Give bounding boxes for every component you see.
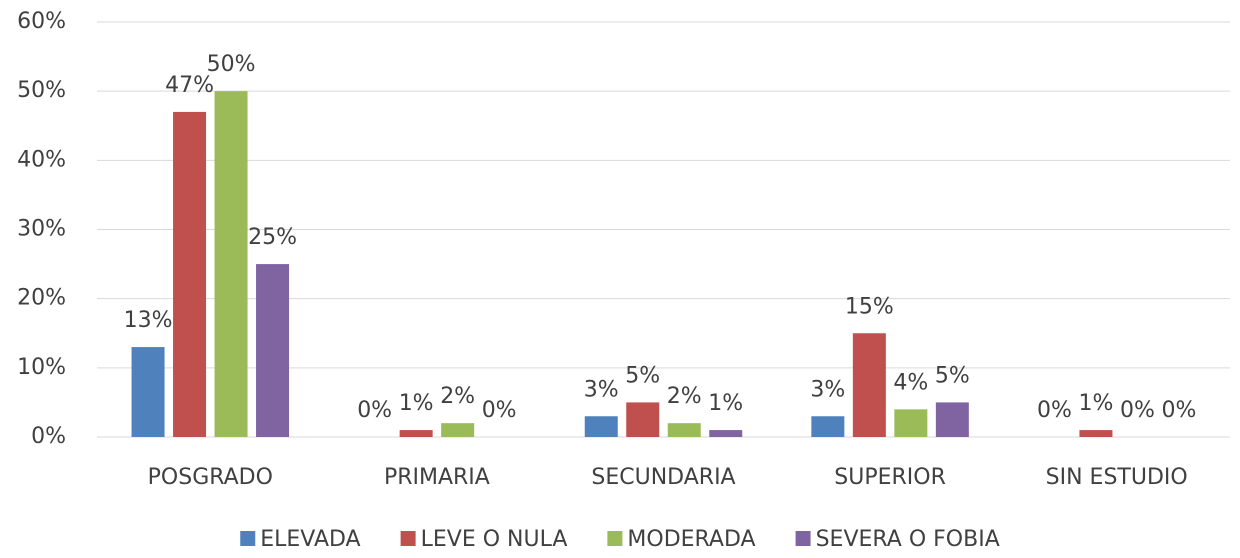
y-tick-label: 60% [17, 9, 66, 34]
bar [667, 423, 701, 437]
legend-label: ELEVADA [260, 527, 360, 552]
x-tick-label: SECUNDARIA [591, 465, 735, 490]
data-label: 47% [165, 73, 214, 98]
data-label: 1% [399, 391, 434, 416]
bar [1079, 430, 1113, 437]
data-label: 15% [845, 294, 894, 319]
x-tick-label: POSGRADO [148, 465, 273, 490]
y-tick-label: 50% [17, 78, 66, 103]
data-label: 0% [1037, 398, 1072, 423]
data-label: 25% [248, 225, 297, 250]
bar [256, 264, 290, 437]
bar [214, 91, 248, 438]
legend-swatch [795, 531, 811, 546]
y-tick-label: 40% [17, 147, 66, 172]
bar [173, 111, 207, 438]
bar [584, 416, 618, 437]
data-label: 0% [1120, 398, 1155, 423]
bar [399, 430, 433, 437]
data-label: 3% [584, 377, 619, 402]
legend-swatch [240, 531, 256, 546]
data-label: 4% [893, 370, 928, 395]
data-label: 2% [440, 384, 475, 409]
legend-swatch [400, 531, 416, 546]
bar [852, 333, 886, 437]
bar [441, 423, 475, 437]
legend-swatch [607, 531, 623, 546]
y-tick-label: 10% [17, 355, 66, 380]
data-label: 1% [708, 391, 743, 416]
y-tick-label: 20% [17, 286, 66, 311]
bar [709, 430, 743, 437]
data-label: 0% [1161, 398, 1196, 423]
x-tick-label: PRIMARIA [384, 465, 490, 490]
data-label: 2% [667, 384, 702, 409]
data-label: 1% [1078, 391, 1113, 416]
legend-label: SEVERA O FOBIA [816, 527, 1000, 552]
legend-label: LEVE O NULA [421, 527, 568, 552]
x-tick-label: SIN ESTUDIO [1046, 465, 1188, 490]
data-label: 5% [625, 363, 660, 388]
data-label: 50% [207, 52, 256, 77]
bar [894, 409, 928, 437]
legend-label: MODERADA [627, 527, 755, 552]
data-label: 5% [935, 363, 970, 388]
bar [131, 347, 165, 437]
y-tick-label: 30% [17, 217, 66, 242]
y-tick-label: 0% [31, 424, 66, 449]
data-label: 0% [482, 398, 517, 423]
data-label: 13% [124, 308, 173, 333]
data-label: 3% [810, 377, 845, 402]
bar [626, 402, 660, 437]
x-tick-label: SUPERIOR [834, 465, 946, 490]
bar [811, 416, 845, 437]
bar [935, 402, 969, 437]
data-label: 0% [357, 398, 392, 423]
